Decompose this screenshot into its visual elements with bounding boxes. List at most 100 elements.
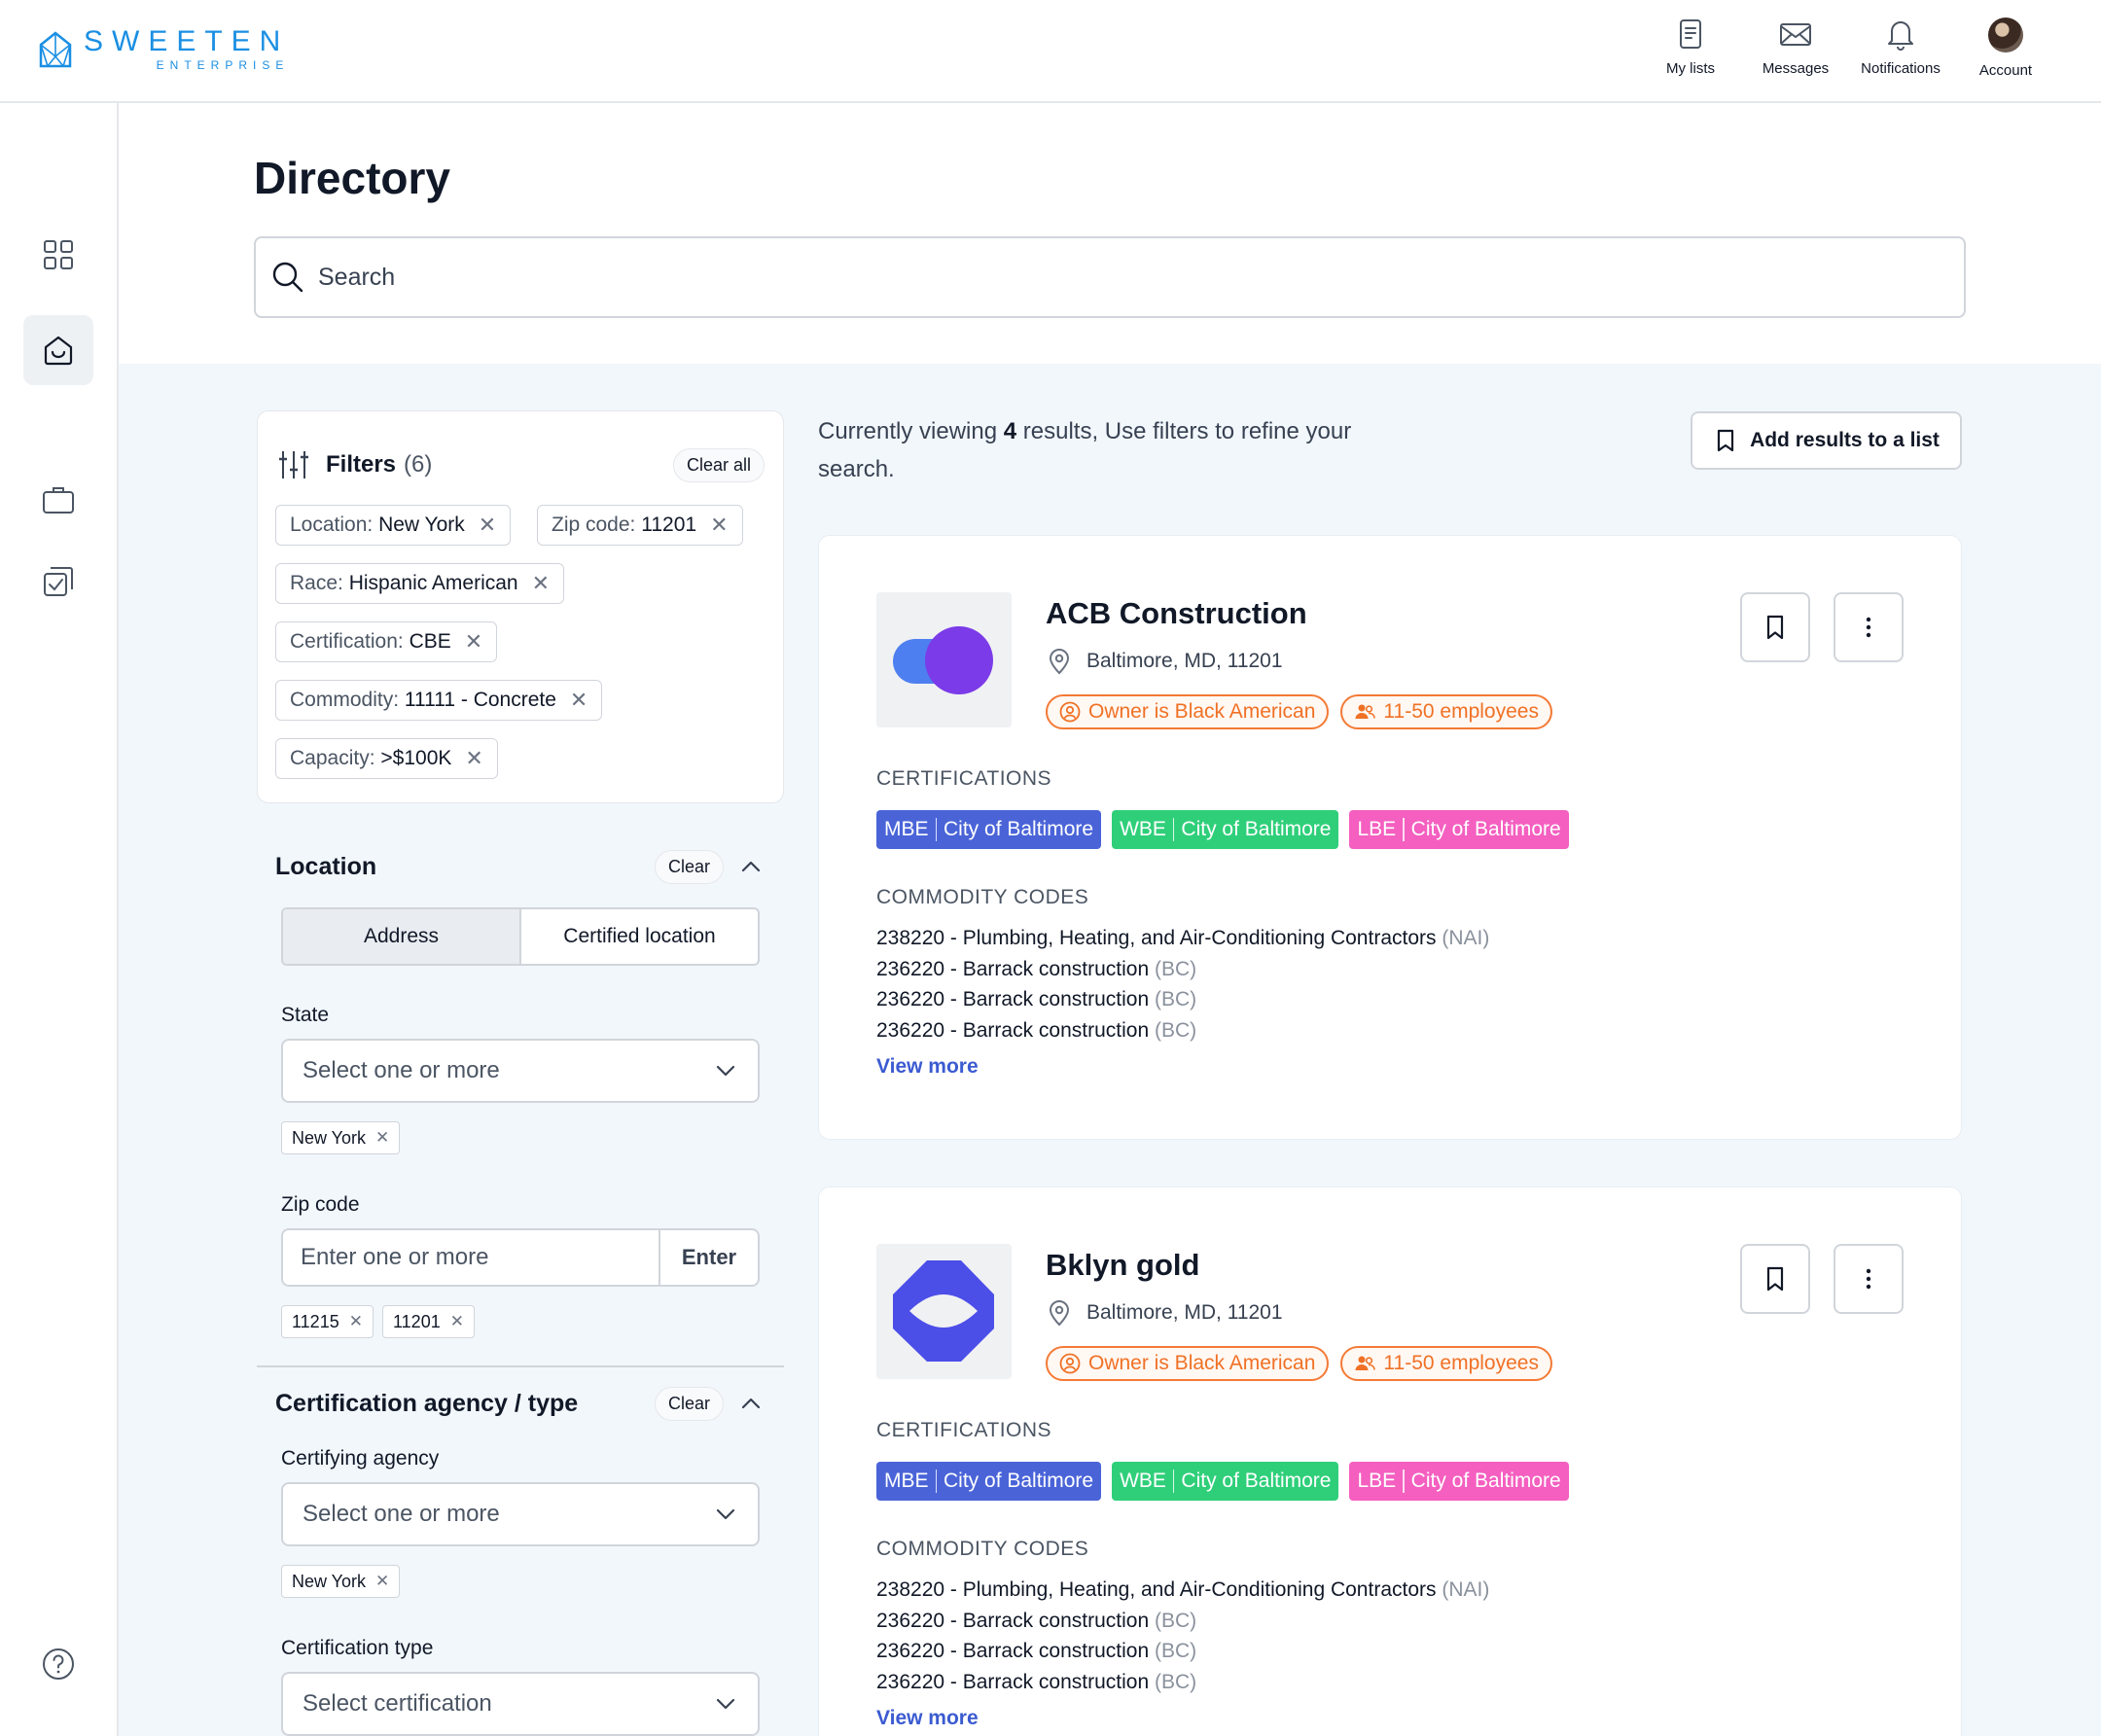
- zip-chip[interactable]: 11215 ✕: [281, 1305, 374, 1338]
- cert-badge-mbe[interactable]: MBE City of Baltimore: [876, 1462, 1102, 1501]
- cert-agency: City of Baltimore: [1410, 818, 1561, 840]
- chip-value: 11201: [641, 514, 697, 536]
- view-more-link[interactable]: View more: [876, 1707, 979, 1729]
- clear-location-button[interactable]: Clear: [655, 850, 725, 884]
- state-chip[interactable]: New York ✕: [281, 1121, 401, 1154]
- map-pin-icon: [1049, 649, 1070, 675]
- clear-all-button[interactable]: Clear all: [673, 448, 766, 482]
- cert-badge-mbe[interactable]: MBE City of Baltimore: [876, 810, 1102, 849]
- company-logo: [876, 592, 1012, 727]
- filter-chip-certification[interactable]: Certification: CBE ✕: [275, 621, 498, 662]
- cert-agency: City of Baltimore: [1181, 818, 1332, 840]
- chevron-up-icon[interactable]: [738, 1391, 764, 1416]
- cert-type: LBE: [1357, 1470, 1397, 1492]
- help-icon[interactable]: [41, 1647, 76, 1682]
- company-name[interactable]: Bklyn gold: [1046, 1248, 1200, 1282]
- company-location-text: Baltimore, MD, 11201: [1086, 650, 1283, 672]
- avatar: [1988, 18, 2023, 53]
- remove-chip-icon[interactable]: ✕: [465, 746, 483, 770]
- remove-chip-icon[interactable]: ✕: [375, 1128, 390, 1147]
- remove-chip-icon[interactable]: ✕: [348, 1312, 363, 1330]
- users-icon: [1355, 704, 1376, 719]
- agency-chip-label: New York: [292, 1571, 367, 1591]
- remove-chip-icon[interactable]: ✕: [710, 513, 729, 537]
- remove-chip-icon[interactable]: ✕: [449, 1312, 464, 1330]
- cert-badge-lbe[interactable]: LBE City of Baltimore: [1349, 810, 1569, 849]
- clear-cert-button[interactable]: Clear: [655, 1387, 725, 1421]
- commodity-code: 236220 - Barrack construction (BC): [876, 1609, 1197, 1632]
- remove-chip-icon[interactable]: ✕: [375, 1572, 390, 1590]
- more-options-button[interactable]: [1834, 592, 1904, 662]
- nav-account[interactable]: Account: [1953, 18, 2058, 79]
- home-icon: [44, 336, 73, 366]
- more-vertical-icon: [1866, 1268, 1871, 1290]
- top-bar: SWEETEN ENTERPRISE My lists Messages Not…: [0, 0, 2101, 103]
- agency-select[interactable]: Select one or more: [281, 1482, 760, 1546]
- search-input[interactable]: [318, 263, 1874, 292]
- bookmark-icon: [1717, 429, 1734, 452]
- side-item-dashboard[interactable]: [23, 220, 93, 290]
- chevron-down-icon: [716, 1065, 735, 1077]
- mail-icon: [1780, 23, 1811, 46]
- agency-chip[interactable]: New York ✕: [281, 1565, 401, 1598]
- commodity-code: 236220 - Barrack construction (BC): [876, 1018, 1197, 1042]
- cert-type-select[interactable]: Select certification: [281, 1672, 760, 1736]
- bookmark-button[interactable]: [1740, 1244, 1810, 1314]
- remove-chip-icon[interactable]: ✕: [569, 688, 588, 712]
- cert-type: LBE: [1357, 818, 1397, 840]
- segment-certified-location[interactable]: Certified location: [563, 925, 716, 947]
- briefcase-icon: [43, 487, 74, 514]
- brand-name: SWEETEN: [84, 25, 290, 57]
- remove-chip-icon[interactable]: ✕: [464, 629, 483, 654]
- filter-chip-zip[interactable]: Zip code: 11201 ✕: [537, 505, 743, 546]
- chevron-up-icon[interactable]: [738, 854, 764, 879]
- nav-messages[interactable]: Messages: [1743, 18, 1848, 79]
- filter-chip-race[interactable]: Race: Hispanic American ✕: [275, 563, 565, 604]
- certifications-list: MBE City of Baltimore WBE City of Baltimor…: [876, 810, 1569, 849]
- cert-badge-wbe[interactable]: WBE City of Baltimore: [1112, 810, 1339, 849]
- chip-key: Certification:: [290, 630, 404, 653]
- zip-enter-button[interactable]: Enter: [659, 1230, 758, 1285]
- location-mode-toggle: Address Certified location: [281, 907, 760, 966]
- chip-value: New York: [378, 514, 465, 536]
- results-suffix: results, Use filters to refine your sear…: [818, 418, 1352, 482]
- commodity-codes-list: 238220 - Plumbing, Heating, and Air-Cond…: [876, 923, 1489, 1045]
- commodity-code: 238220 - Plumbing, Heating, and Air-Cond…: [876, 1578, 1490, 1601]
- segment-address[interactable]: Address: [283, 909, 521, 964]
- results-prefix: Currently viewing: [818, 418, 1004, 444]
- checklist-icon: [44, 567, 73, 596]
- zip-chip[interactable]: 11201 ✕: [382, 1305, 475, 1338]
- nav-my-lists[interactable]: My lists: [1638, 18, 1743, 79]
- remove-chip-icon[interactable]: ✕: [478, 513, 497, 537]
- chip-value: 11111 - Concrete: [404, 689, 556, 711]
- owner-tag: Owner is Black American: [1046, 1346, 1330, 1381]
- commodity-codes-list: 238220 - Plumbing, Heating, and Air-Cond…: [876, 1575, 1489, 1697]
- certifications-list: MBE City of Baltimore WBE City of Baltimor…: [876, 1462, 1569, 1501]
- company-name[interactable]: ACB Construction: [1046, 596, 1307, 630]
- certifications-caption: CERTIFICATIONS: [876, 1419, 1052, 1441]
- filter-chip-capacity[interactable]: Capacity: >$100K ✕: [275, 738, 498, 779]
- side-item-tasks[interactable]: [23, 547, 93, 617]
- remove-chip-icon[interactable]: ✕: [531, 571, 551, 595]
- side-item-directory[interactable]: [23, 315, 93, 385]
- search-bar[interactable]: [254, 236, 1966, 318]
- view-more-link[interactable]: View more: [876, 1055, 979, 1078]
- company-card[interactable]: ACB Construction Baltimore, MD, 11201 Ow…: [818, 535, 1962, 1140]
- bookmark-button[interactable]: [1740, 592, 1810, 662]
- state-select[interactable]: Select one or more: [281, 1039, 760, 1103]
- more-options-button[interactable]: [1834, 1244, 1904, 1314]
- chip-value: Hispanic American: [348, 572, 518, 594]
- add-results-to-list-button[interactable]: Add results to a list: [1691, 411, 1962, 470]
- zip-input[interactable]: [283, 1230, 659, 1285]
- nav-notifications[interactable]: Notifications: [1848, 18, 1953, 79]
- cert-badge-wbe[interactable]: WBE City of Baltimore: [1112, 1462, 1339, 1501]
- side-item-projects[interactable]: [23, 465, 93, 535]
- sweeten-logo[interactable]: SWEETEN ENTERPRISE: [39, 27, 289, 72]
- bookmark-icon: [1766, 1266, 1784, 1292]
- filter-chip-commodity[interactable]: Commodity: 11111 - Concrete ✕: [275, 680, 603, 721]
- filter-chip-location[interactable]: Location: New York ✕: [275, 505, 512, 546]
- company-card[interactable]: Bklyn gold Baltimore, MD, 11201 Owner is…: [818, 1187, 1962, 1736]
- zip-label: Zip code: [281, 1193, 360, 1216]
- company-location-text: Baltimore, MD, 11201: [1086, 1301, 1283, 1324]
- cert-badge-lbe[interactable]: LBE City of Baltimore: [1349, 1462, 1569, 1501]
